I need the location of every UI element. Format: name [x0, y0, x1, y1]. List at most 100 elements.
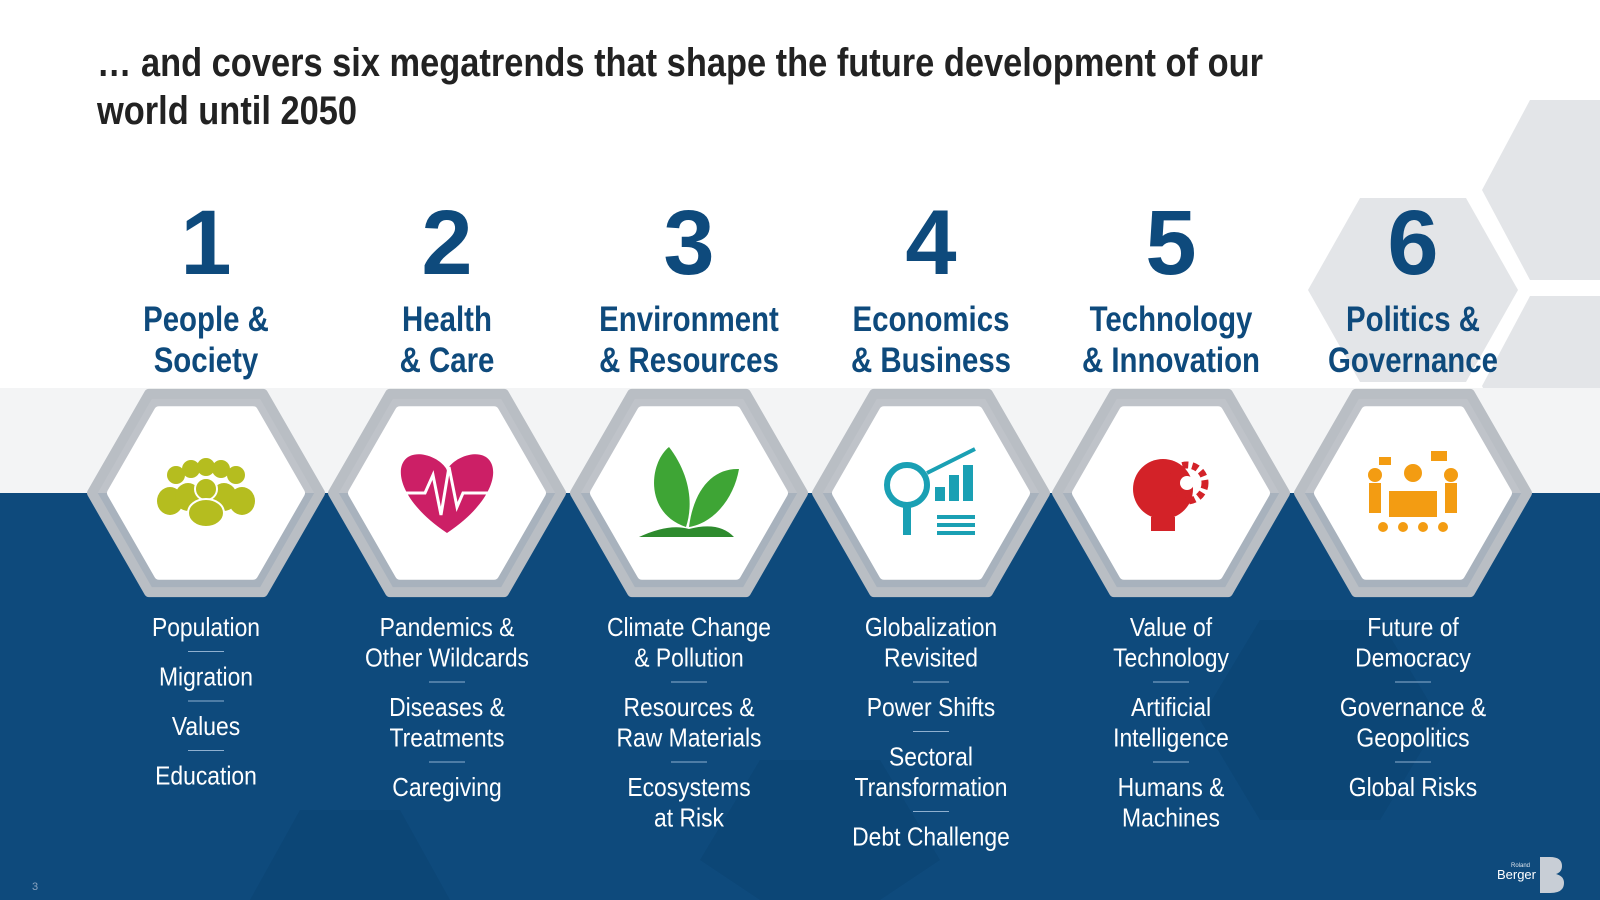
megatrend-title: Society	[154, 341, 259, 380]
topic: Diseases &	[389, 692, 505, 722]
topic: Geopolitics	[1356, 723, 1469, 753]
megatrend-title: Politics &	[1346, 300, 1480, 339]
icon	[167, 466, 185, 484]
topic: Future of	[1367, 612, 1459, 642]
megatrend-number: 5	[1145, 192, 1196, 294]
icon	[963, 465, 973, 501]
topic: Power Shifts	[867, 692, 995, 722]
icon	[397, 466, 497, 516]
topic: at Risk	[654, 803, 725, 833]
topic: Humans &	[1118, 772, 1225, 802]
icon	[187, 498, 225, 528]
topic: Revisited	[884, 643, 978, 673]
topic: Governance &	[1340, 692, 1486, 722]
topic: & Pollution	[634, 643, 743, 673]
topic: Treatments	[390, 723, 505, 753]
megatrend-number: 4	[905, 192, 956, 294]
title: … and covers six megatrends that shape t…	[96, 41, 1263, 133]
page-number: 3	[32, 881, 38, 893]
icon	[1445, 483, 1457, 513]
megatrend-title: Environment	[599, 300, 779, 339]
icon	[400, 454, 494, 533]
icon	[937, 523, 975, 527]
megatrend-title: Economics	[853, 300, 1010, 339]
icon	[689, 468, 739, 527]
icon	[212, 460, 230, 478]
topic: Raw Materials	[617, 723, 762, 753]
icon	[1389, 491, 1437, 517]
icon	[1379, 457, 1391, 465]
logo-text: Berger	[1497, 867, 1537, 882]
topic: Resources &	[624, 692, 755, 722]
icon	[182, 460, 200, 478]
topic: Sectoral	[889, 742, 973, 772]
icon	[926, 447, 976, 475]
deco-hexagon	[1200, 620, 1440, 820]
icon	[949, 475, 959, 501]
topic: Technology	[1113, 643, 1229, 673]
deco-hexagon	[1482, 100, 1600, 280]
megatrend-number: 2	[421, 192, 472, 294]
icon	[1369, 483, 1381, 513]
deco-hexagon	[250, 810, 450, 900]
icon	[1368, 468, 1382, 482]
megatrend: 3 Environment& Resources Climate Change& P…	[570, 192, 808, 833]
megatrend: 4 Economics& Business GlobalizationRevisit…	[812, 192, 1050, 852]
megatrend-number: 3	[663, 192, 714, 294]
icon	[1404, 464, 1422, 482]
topic: Education	[155, 761, 257, 791]
topic: Migration	[159, 662, 253, 692]
icon	[1378, 522, 1388, 532]
icon	[1151, 517, 1175, 531]
icon	[1444, 468, 1458, 482]
icon	[1418, 522, 1428, 532]
topic: Transformation	[855, 772, 1008, 802]
megatrend-title: & Care	[400, 341, 495, 380]
topic: Caregiving	[392, 772, 501, 802]
deco-hexagon	[700, 760, 940, 900]
icon	[197, 458, 215, 476]
icon	[937, 531, 975, 535]
icon	[1180, 476, 1194, 490]
megatrend-number: 6	[1387, 192, 1438, 294]
icon	[903, 505, 911, 535]
topic: Other Wildcards	[365, 643, 529, 673]
icon	[937, 515, 975, 519]
icon	[229, 487, 255, 515]
topic: Democracy	[1355, 643, 1471, 673]
topic: Intelligence	[1113, 723, 1229, 753]
deco-hexagon	[1308, 198, 1518, 382]
icon	[194, 477, 218, 501]
megatrend-number: 1	[180, 192, 231, 294]
topic: Artificial	[1131, 692, 1211, 722]
megatrend-title: Technology	[1090, 300, 1253, 339]
icon	[1133, 459, 1193, 519]
icon	[227, 466, 245, 484]
megatrend-title: People &	[143, 300, 269, 339]
megatrend-title: Governance	[1328, 341, 1498, 380]
icon	[639, 526, 734, 537]
icon	[1431, 451, 1447, 461]
hexagon	[832, 406, 1030, 580]
icon	[1165, 461, 1209, 505]
icon	[1398, 522, 1408, 532]
megatrend-title: & Business	[851, 341, 1011, 380]
topic: Population	[152, 612, 260, 642]
topic: Machines	[1122, 803, 1220, 833]
title-line: world until 2050	[96, 89, 357, 133]
hexagon	[590, 406, 788, 580]
topic: Global Risks	[1349, 772, 1477, 802]
icon	[935, 487, 945, 501]
megatrend-title: & Innovation	[1082, 341, 1260, 380]
megatrend-title: & Resources	[599, 341, 779, 380]
topic: Globalization	[865, 612, 997, 642]
megatrend: 1 People &Society Population Migration Value…	[87, 192, 325, 791]
megatrends: 1 People &Society Population Migration Value…	[87, 192, 1532, 852]
topic: Climate Change	[607, 612, 771, 642]
topic: Debt Challenge	[852, 822, 1010, 852]
topic: Ecosystems	[627, 772, 750, 802]
